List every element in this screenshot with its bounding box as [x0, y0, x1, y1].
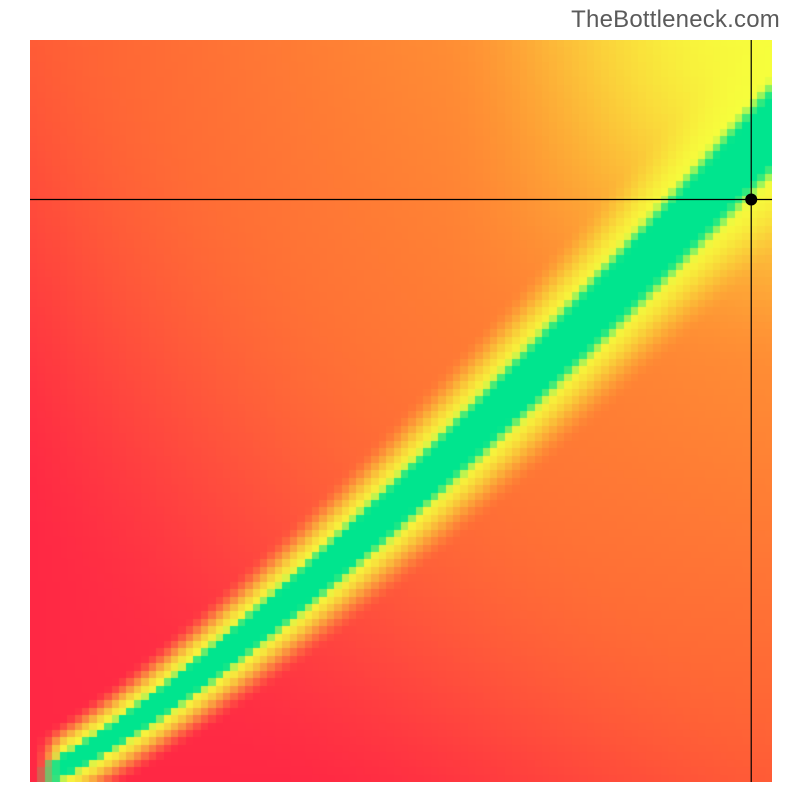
watermark-text: TheBottleneck.com: [571, 6, 780, 34]
heatmap-canvas: [30, 40, 772, 782]
